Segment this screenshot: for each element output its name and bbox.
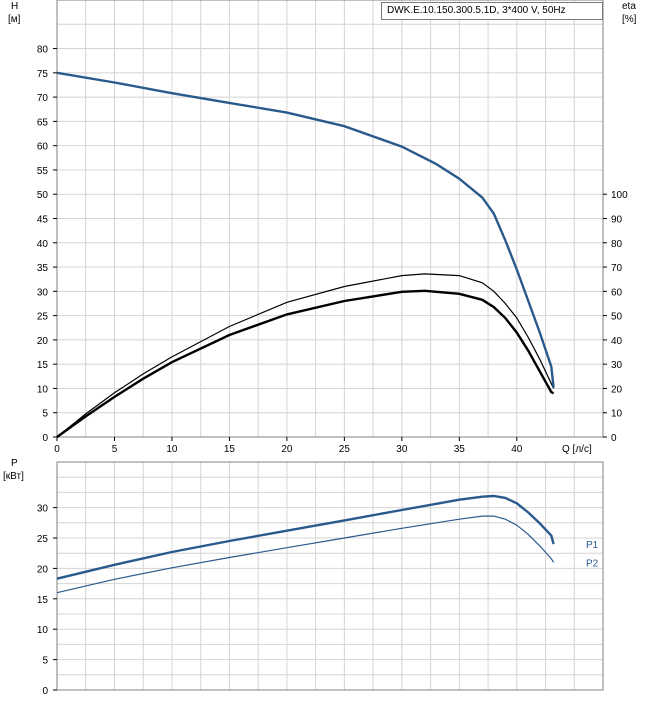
- y2-tick-label: 80: [611, 239, 623, 250]
- y2-tick-label: 10: [611, 409, 623, 420]
- p-y-tick-label: 25: [37, 534, 49, 545]
- y2-tick-label: 90: [611, 215, 623, 226]
- y2-tick-label: 40: [611, 336, 623, 347]
- bottom-grid: [56, 461, 604, 691]
- y2-tick-label: 60: [611, 287, 623, 298]
- y-tick-label: 30: [37, 287, 49, 298]
- p-axis-label: P: [11, 458, 18, 469]
- y-tick-label: 65: [37, 117, 49, 128]
- bottom-plot-frame: [56, 461, 604, 691]
- p-y-tick-label: 30: [37, 504, 49, 515]
- x-tick-label: 20: [281, 444, 293, 455]
- p-y-tick-label: 5: [42, 656, 48, 667]
- x-tick-label: 5: [112, 444, 118, 455]
- y-tick-label: 15: [37, 360, 49, 371]
- y2-axis-unit: [%]: [622, 14, 637, 25]
- y2-tick-label: 50: [611, 312, 623, 323]
- y-tick-label: 20: [37, 336, 49, 347]
- x-tick-label: 15: [224, 444, 236, 455]
- y2-axis-label: eta: [622, 1, 636, 12]
- p1-series-label: P1: [586, 540, 599, 551]
- head-curve: [56, 71, 555, 388]
- x-tick-label: 0: [54, 444, 60, 455]
- x-tick-label: 10: [166, 444, 178, 455]
- eta-curve-thin: [56, 273, 555, 438]
- y-tick-label: 0: [42, 433, 48, 444]
- x-tick-label: 30: [396, 444, 408, 455]
- y2-tick-label: 100: [611, 190, 628, 201]
- y-tick-label: 55: [37, 166, 49, 177]
- y2-tick-label: 30: [611, 360, 623, 371]
- x-axis-label: Q [л/с]: [562, 444, 592, 455]
- x-tick-label: 40: [511, 444, 523, 455]
- y2-tick-label: 70: [611, 263, 623, 274]
- pump-model-label: DWK.E.10.150.300.5.1D, 3*400 V, 50Hz: [381, 2, 603, 20]
- y-tick-label: 60: [37, 142, 49, 153]
- p1-curve: [56, 494, 555, 580]
- y-axis-unit: [м]: [8, 14, 21, 25]
- y-tick-label: 70: [37, 93, 49, 104]
- y-tick-label: 50: [37, 190, 49, 201]
- y-axis-label: H: [11, 1, 18, 12]
- y-tick-label: 35: [37, 263, 49, 274]
- p-y-tick-label: 0: [42, 686, 48, 697]
- p-y-tick-label: 10: [37, 625, 49, 636]
- p-y-tick-label: 20: [37, 564, 49, 575]
- x-tick-label: 35: [454, 444, 466, 455]
- y-tick-label: 10: [37, 384, 49, 395]
- p2-series-label: P2: [586, 558, 599, 569]
- y2-tick-label: 20: [611, 384, 623, 395]
- y-tick-label: 80: [37, 45, 49, 56]
- y-tick-label: 45: [37, 215, 49, 226]
- y-tick-label: 75: [37, 69, 49, 80]
- eta-curve-thick: [56, 289, 555, 438]
- p2-curve: [56, 515, 555, 594]
- x-tick-label: 25: [339, 444, 351, 455]
- y-tick-label: 25: [37, 312, 49, 323]
- top-grid: [56, 0, 604, 438]
- p-y-tick-label: 15: [37, 595, 49, 606]
- y2-tick-label: 0: [611, 433, 617, 444]
- y-tick-label: 40: [37, 239, 49, 250]
- p-axis-unit: [кВт]: [3, 471, 24, 482]
- y-tick-label: 5: [42, 409, 48, 420]
